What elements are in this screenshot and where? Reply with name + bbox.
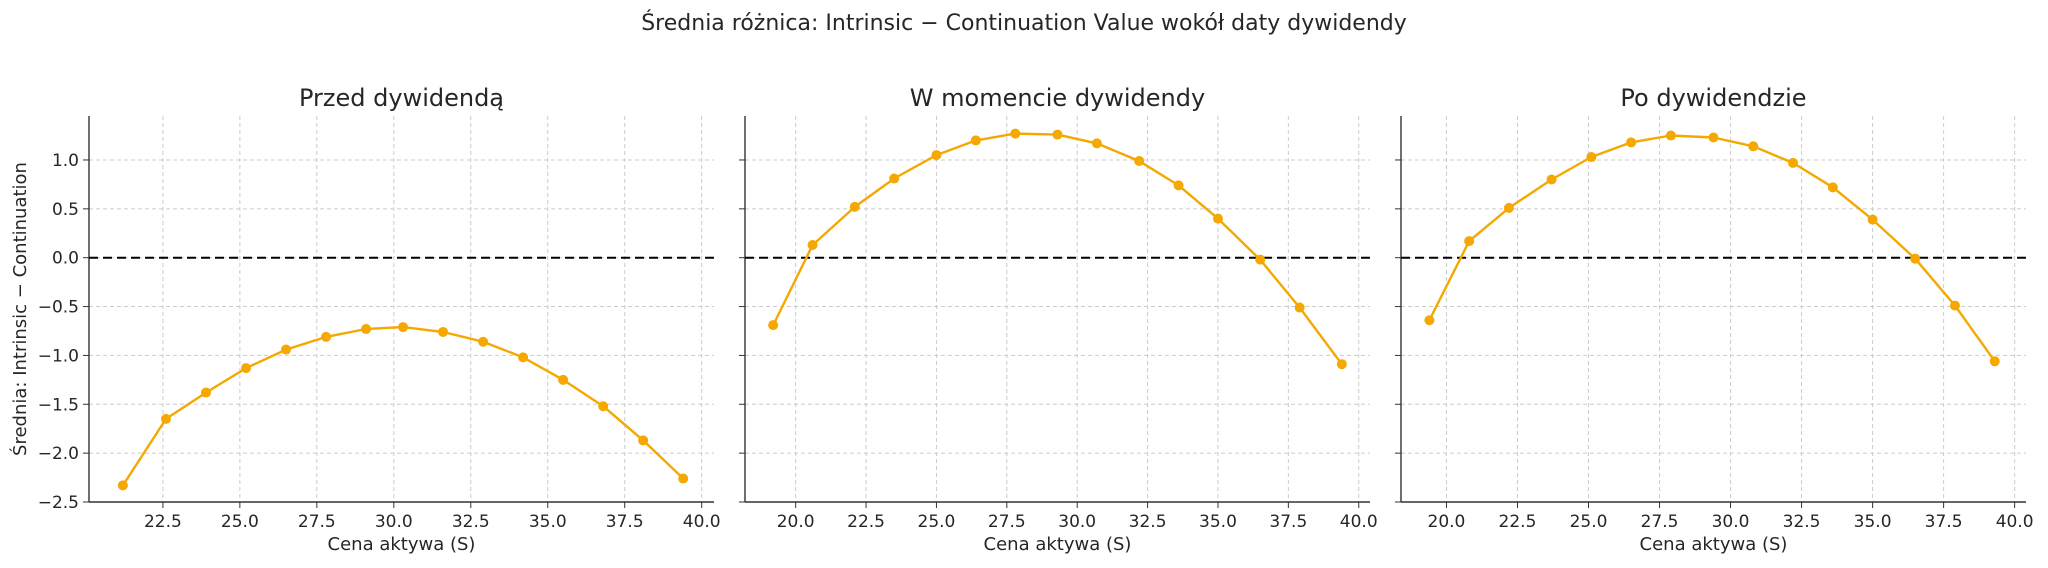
y-tick-label: 0.0 [52,249,79,269]
x-tick-label: 25.0 [1570,512,1608,532]
data-point [361,324,372,335]
x-tick-label: 30.0 [1712,512,1750,532]
x-tick-label: 37.5 [1269,512,1307,532]
series-line [1428,134,1996,362]
data-point [1052,129,1063,140]
x-tick-label: 27.5 [298,512,336,532]
x-tick-label: 25.0 [918,512,956,532]
y-axis-label: Średnia: Intrinsic − Continuation [9,162,31,456]
data-point [438,326,449,337]
data-point [160,413,171,424]
data-point [1989,356,2000,367]
data-point [478,336,489,347]
data-point [200,387,211,398]
x-tick-label: 22.5 [144,512,182,532]
x-tick-label: 32.5 [1783,512,1821,532]
panel-title: Po dywidendzie [1620,84,1806,112]
y-tick-label: −0.5 [38,298,79,318]
data-point [1708,132,1719,143]
panel-title: W momencie dywidendy [910,84,1205,112]
data-point [241,363,252,374]
data-point [1010,128,1021,139]
x-tick-label: 35.0 [1199,512,1237,532]
data-point [398,322,409,333]
x-axis-label: Cena aktywa (S) [1640,534,1788,555]
y-tick-label: −2.5 [38,493,79,513]
y-tick-label: −2.0 [38,444,79,464]
x-tick-label: 25.0 [221,512,259,532]
data-point [1294,302,1305,313]
x-tick-label: 35.0 [529,512,567,532]
x-axis-label: Cena aktywa (S) [328,534,476,555]
data-point [1173,180,1184,191]
data-point [849,201,860,212]
data-point [1788,157,1799,168]
x-tick-label: 32.5 [452,512,490,532]
y-tick-label: 1.0 [52,151,79,171]
data-point [638,435,649,446]
data-point [321,331,332,342]
data-point [1212,213,1223,224]
data-point [678,473,689,484]
data-point [1586,152,1597,163]
x-tick-label: 37.5 [1925,512,1963,532]
data-point [1867,214,1878,225]
panel-2: 20.0 22.5 25.0 27.5 30.0 32.5 35.0 37.5 40.0 W mo… [739,84,1378,555]
data-point [1255,254,1266,265]
data-point [931,150,942,161]
data-point [1665,130,1676,141]
data-point [1626,137,1637,148]
data-point [807,239,818,250]
figure-title: Średnia różnica: Intrinsic − Continuatio… [641,10,1407,36]
data-point [117,480,128,491]
data-point [518,352,529,363]
data-point [558,374,569,385]
x-tick-label: 40.0 [1996,512,2034,532]
y-tick-label: 0.5 [52,200,79,220]
panel-3: 20.0 22.5 25.0 27.5 30.0 32.5 35.0 37.5 40.0 Po d… [1395,84,2034,555]
x-tick-label: 37.5 [606,512,644,532]
x-tick-label: 27.5 [988,512,1026,532]
x-tick-label: 30.0 [1058,512,1096,532]
y-tick-label: −1.0 [38,346,79,366]
data-point [1464,236,1475,247]
x-tick-label: 20.0 [777,512,815,532]
data-point [1503,202,1514,213]
data-point [598,401,609,412]
data-point [1336,359,1347,370]
data-point [970,135,981,146]
x-tick-label: 20.0 [1428,512,1466,532]
data-point [1424,315,1435,326]
data-point [1827,182,1838,193]
data-point [1748,141,1759,152]
x-tick-label: 40.0 [1340,512,1378,532]
x-tick-label: 35.0 [1854,512,1892,532]
data-point [768,320,779,331]
x-tick-label: 40.0 [683,512,721,532]
x-tick-label: 32.5 [1129,512,1167,532]
data-point [1091,138,1102,149]
data-point [1949,300,1960,311]
x-tick-label: 22.5 [847,512,885,532]
x-tick-label: 30.0 [375,512,413,532]
panel-title: Przed dywidendą [299,84,504,112]
x-tick-label: 22.5 [1499,512,1537,532]
data-point [1910,253,1921,264]
x-axis-label: Cena aktywa (S) [984,534,1132,555]
y-tick-label: −1.5 [38,395,79,415]
series-line [772,132,1343,365]
data-point [889,173,900,184]
data-point [281,344,292,355]
x-tick-label: 27.5 [1641,512,1679,532]
data-point [1546,174,1557,185]
panel-1: 22.5 25.0 27.5 30.0 32.5 35.0 37.5 40.0 1.0 0.5 0.… [38,84,721,555]
data-point [1134,155,1145,166]
